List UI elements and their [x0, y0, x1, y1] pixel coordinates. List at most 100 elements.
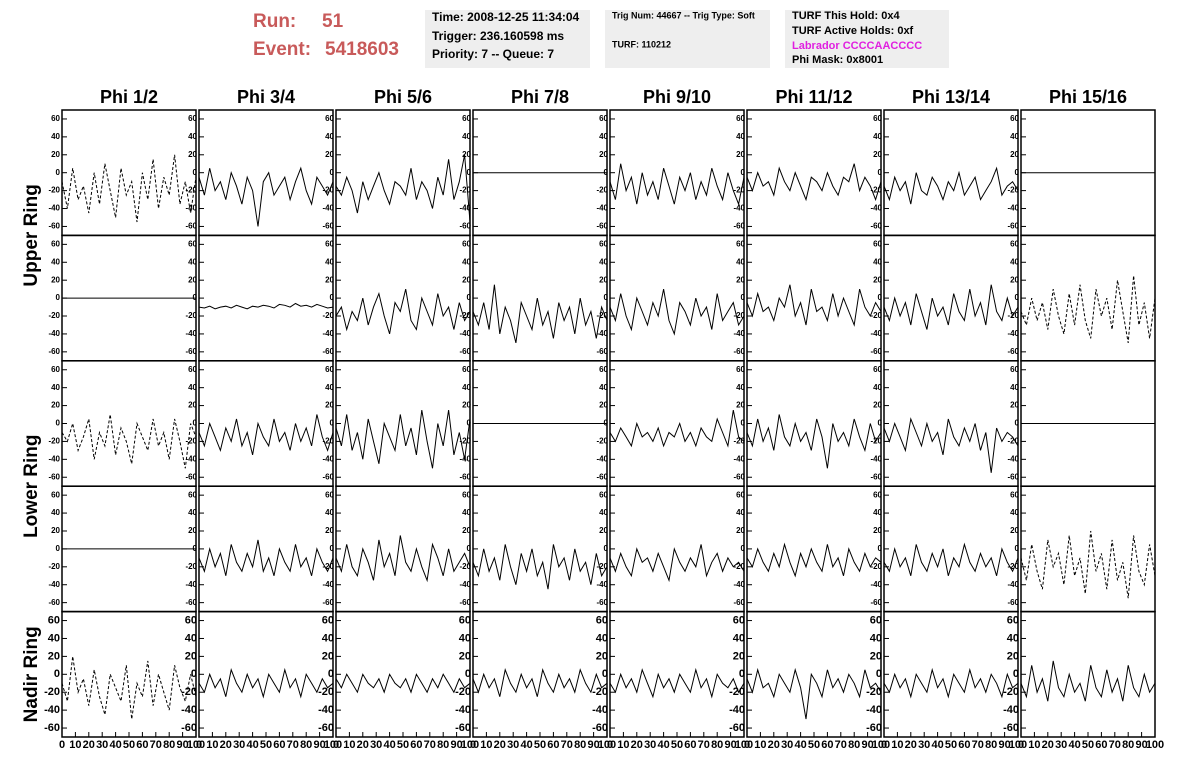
x-tick-label: 50 — [260, 739, 272, 751]
x-tick-label: 40 — [1068, 739, 1080, 751]
y-tick-label: 20 — [1010, 150, 1019, 159]
y-tick-label: 0 — [1015, 544, 1020, 553]
y-tick-label: 40 — [736, 132, 745, 141]
y-tick-label: 20 — [873, 275, 882, 284]
y-tick-label: -60 — [870, 472, 882, 481]
x-tick-label: 40 — [657, 739, 669, 751]
x-tick-label: 0 — [59, 739, 65, 751]
panel-frame — [609, 610, 745, 738]
y-tick-label: 0 — [1015, 293, 1020, 302]
waveform — [746, 284, 882, 327]
y-tick-label: 20 — [51, 526, 60, 535]
y-tick-label: -20 — [185, 562, 197, 571]
x-tick-label: 30 — [96, 739, 108, 751]
y-tick-label: 0 — [193, 168, 198, 177]
y-tick-label: -40 — [870, 329, 882, 338]
y-tick-label: -40 — [44, 704, 60, 716]
y-tick-label: 20 — [48, 650, 60, 662]
y-tick-label: -20 — [459, 562, 471, 571]
y-tick-label: 20 — [736, 275, 745, 284]
x-tick-label: 30 — [918, 739, 930, 751]
y-tick-label: -20 — [1003, 686, 1019, 698]
y-tick-label: 60 — [1010, 365, 1019, 374]
x-tick-label: 60 — [547, 739, 559, 751]
y-tick-label: -20 — [318, 686, 334, 698]
info-text: Phi Mask: 0x8001 — [792, 54, 883, 66]
y-tick-label: 0 — [56, 544, 61, 553]
waveform — [746, 667, 882, 720]
y-tick-label: -20 — [1007, 437, 1019, 446]
panel-frame — [198, 360, 334, 487]
y-tick-label: -20 — [44, 686, 60, 698]
y-tick-label: 60 — [325, 490, 334, 499]
x-tick-label: 20 — [631, 739, 643, 751]
y-tick-label: -60 — [1003, 722, 1019, 734]
y-tick-label: 0 — [741, 293, 746, 302]
y-tick-label: -40 — [48, 204, 60, 213]
x-tick-label: 100 — [872, 739, 890, 751]
waveform — [746, 542, 882, 578]
y-tick-label: 0 — [465, 668, 471, 680]
run-label: Run: — [253, 11, 296, 32]
panel-frame — [198, 485, 334, 613]
y-tick-label: 40 — [873, 132, 882, 141]
y-tick-label: 60 — [736, 490, 745, 499]
waveform — [746, 163, 882, 202]
y-tick-label: 60 — [736, 239, 745, 248]
y-tick-label: 0 — [54, 668, 60, 680]
y-tick-label: -60 — [1007, 472, 1019, 481]
y-tick-label: 40 — [188, 508, 197, 517]
x-tick-label: 50 — [123, 739, 135, 751]
x-tick-label: 60 — [1095, 739, 1107, 751]
waveform — [472, 668, 608, 697]
panel-frame — [61, 109, 197, 237]
x-tick-label: 40 — [520, 739, 532, 751]
column-title: Phi 1/2 — [100, 87, 158, 107]
y-tick-label: 0 — [328, 668, 334, 680]
y-tick-label: 0 — [602, 668, 608, 680]
y-tick-label: -60 — [181, 722, 197, 734]
y-tick-label: 40 — [1007, 632, 1019, 644]
panel-frame — [472, 485, 608, 613]
info-box — [785, 10, 949, 68]
y-tick-label: 0 — [56, 168, 61, 177]
info-box — [605, 10, 770, 68]
y-tick-label: -20 — [870, 311, 882, 320]
x-tick-label: 0 — [1018, 739, 1024, 751]
panel-frame — [335, 234, 471, 362]
waveform — [472, 284, 608, 344]
y-tick-label: 60 — [51, 490, 60, 499]
y-tick-label: 20 — [873, 401, 882, 410]
y-tick-label: -60 — [318, 722, 334, 734]
panel-frame — [883, 485, 1019, 613]
y-tick-label: 40 — [462, 132, 471, 141]
y-tick-label: -40 — [733, 580, 745, 589]
y-tick-label: -60 — [733, 347, 745, 356]
run-value: 51 — [322, 11, 344, 32]
x-tick-label: 10 — [480, 739, 492, 751]
panel-frame — [883, 234, 1019, 362]
info-text: Priority: 7 -- Queue: 7 — [432, 47, 554, 61]
y-tick-label: -60 — [729, 722, 745, 734]
x-tick-label: 30 — [370, 739, 382, 751]
y-tick-label: -60 — [48, 598, 60, 607]
y-tick-label: -40 — [322, 580, 334, 589]
y-tick-label: 40 — [325, 257, 334, 266]
y-tick-label: 40 — [462, 383, 471, 392]
waveform — [335, 410, 471, 469]
panel-frame — [609, 485, 745, 613]
column-title: Phi 13/14 — [912, 87, 990, 107]
column-title: Phi 11/12 — [775, 87, 852, 107]
y-tick-label: 20 — [188, 401, 197, 410]
y-tick-label: 60 — [870, 614, 882, 626]
y-tick-label: -20 — [870, 437, 882, 446]
info-text: Trig Num: 44667 -- Trig Type: Soft — [612, 10, 755, 20]
y-tick-label: 20 — [325, 150, 334, 159]
x-tick-label: 70 — [424, 739, 436, 751]
y-tick-label: -60 — [459, 598, 471, 607]
y-tick-label: 0 — [604, 544, 609, 553]
y-tick-label: -40 — [185, 454, 197, 463]
y-tick-label: 20 — [599, 275, 608, 284]
x-tick-label: 30 — [644, 739, 656, 751]
x-tick-label: 70 — [1109, 739, 1121, 751]
